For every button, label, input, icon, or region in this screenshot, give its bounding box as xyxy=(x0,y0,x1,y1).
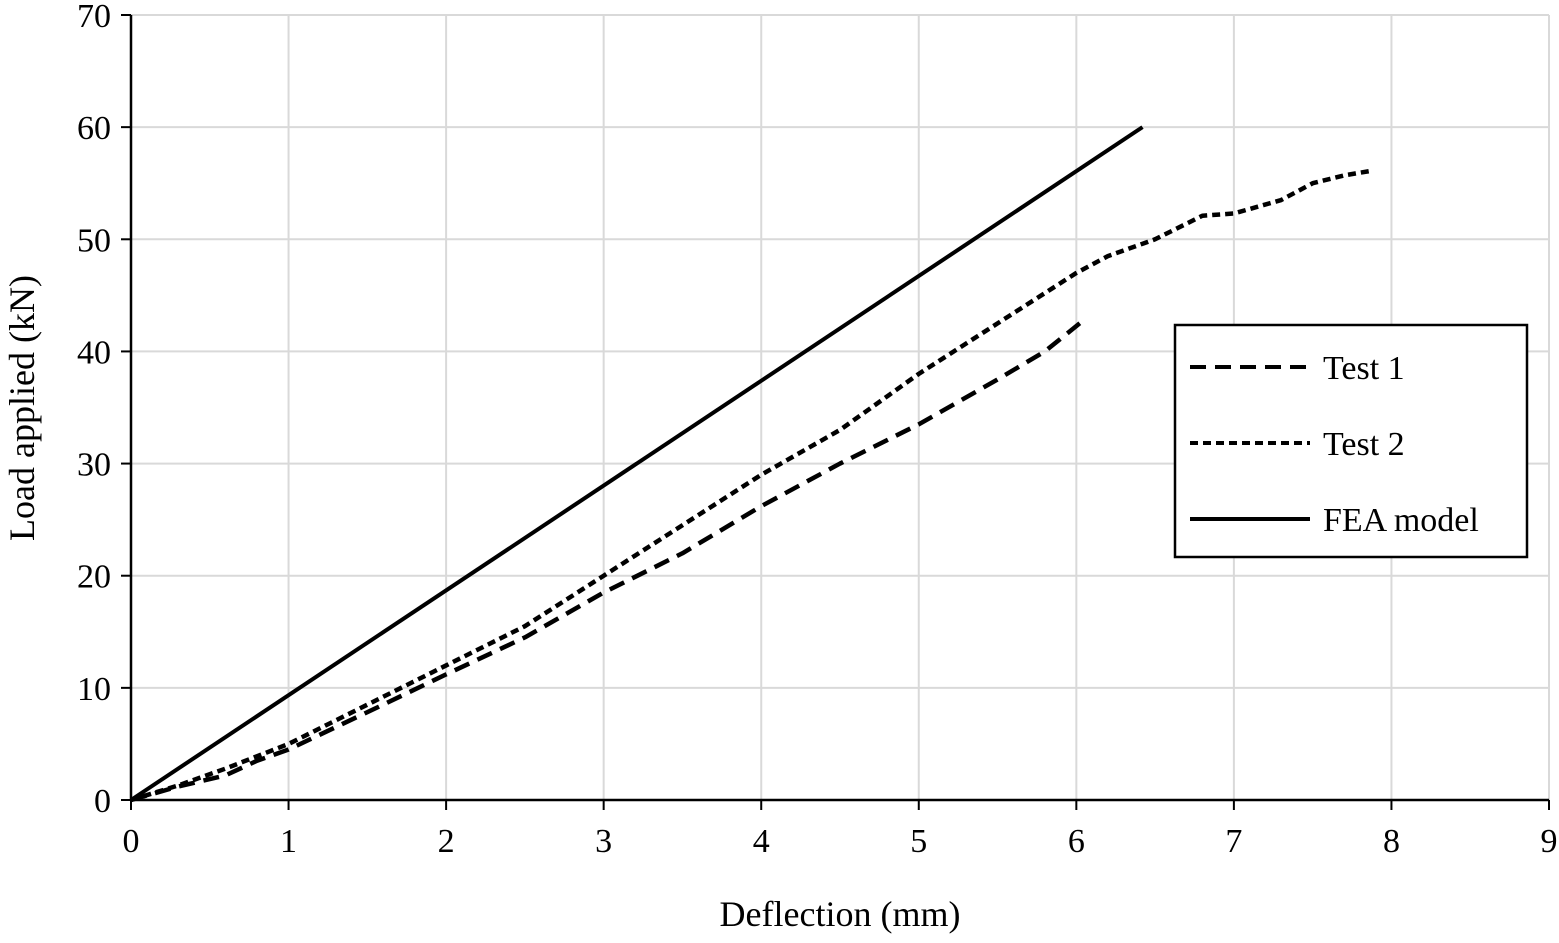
legend-label: Test 1 xyxy=(1323,350,1405,387)
x-tick-label: 4 xyxy=(753,823,770,860)
y-tick-label: 50 xyxy=(77,222,111,259)
x-tick-label: 7 xyxy=(1225,823,1242,860)
y-axis-label: Load applied (kN) xyxy=(2,275,42,541)
y-tick-label: 10 xyxy=(77,671,111,708)
x-tick-label: 6 xyxy=(1068,823,1085,860)
y-tick-label: 60 xyxy=(77,110,111,147)
x-tick-label: 3 xyxy=(595,823,612,860)
y-tick-label: 0 xyxy=(94,783,111,820)
x-tick-label: 2 xyxy=(438,823,455,860)
x-tick-label: 1 xyxy=(280,823,297,860)
x-tick-label: 5 xyxy=(910,823,927,860)
y-tick-label: 40 xyxy=(77,334,111,371)
axes xyxy=(121,14,1550,810)
series-line-test-2 xyxy=(130,168,1372,803)
tick-labels: 0 1 2 3 4 5 6 7 8 9 0 10 20 30 40 50 60 70 xyxy=(77,0,1558,860)
legend: Test 1 Test 2 FEA model xyxy=(1173,323,1529,559)
series-line-fea-model xyxy=(129,125,1144,802)
x-tick-label: 8 xyxy=(1383,823,1400,860)
x-axis-label: Deflection (mm) xyxy=(720,894,961,934)
y-tick-label: 20 xyxy=(77,559,111,596)
x-tick-label: 0 xyxy=(123,823,140,860)
y-tick-label: 70 xyxy=(77,0,111,35)
legend-label: FEA model xyxy=(1323,502,1479,539)
series-lines xyxy=(129,125,1372,803)
legend-label: Test 2 xyxy=(1323,426,1405,463)
series-line-test-1 xyxy=(130,320,1083,803)
y-tick-label: 30 xyxy=(77,447,111,484)
x-tick-label: 9 xyxy=(1541,823,1558,860)
